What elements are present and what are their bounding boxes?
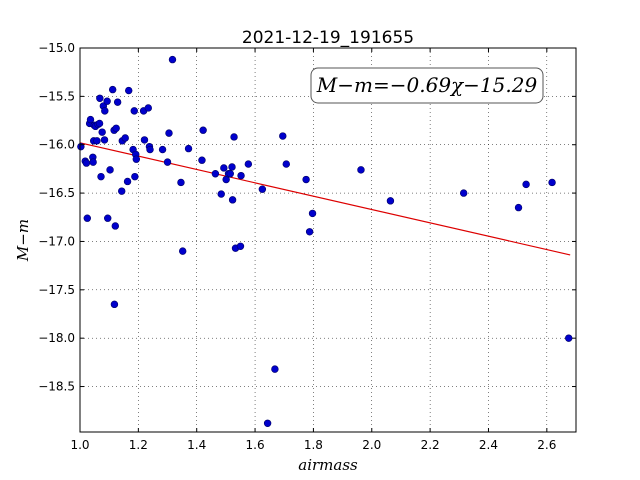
data-point [131,172,139,181]
data-point [199,126,207,134]
data-point [237,171,245,180]
data-point [113,98,122,106]
x-axis-label: airmass [298,456,358,474]
chart-title: 2021-12-19_191655 [242,28,414,48]
data-point [144,104,152,112]
data-point [146,145,154,154]
x-tick-label: 2.2 [421,438,440,452]
data-point [93,137,101,145]
data-point [177,178,185,187]
data-point [121,134,129,142]
y-tick-label: −15.0 [38,41,75,55]
data-point [86,115,95,124]
y-tick-label: −18.0 [38,331,75,345]
data-point [271,365,279,373]
data-point [211,170,220,178]
data-point [236,242,245,250]
data-point [565,334,573,342]
data-point [98,128,106,136]
x-tick-label: 2.6 [537,438,556,452]
data-point [96,94,104,102]
data-point [279,132,287,140]
data-point [130,107,138,115]
x-tick-label: 1.8 [304,438,323,452]
data-point [108,85,117,94]
y-tick-label: −16.0 [38,138,75,152]
data-point [282,160,290,168]
data-point [302,175,310,184]
data-point [244,160,253,168]
data-point [226,170,234,178]
x-tick-label: 1.0 [70,438,89,452]
data-point [228,163,236,171]
y-tick-label: −16.5 [38,186,75,200]
data-point [112,124,120,132]
y-axis-label: M−m [14,219,32,262]
plot-frame [79,47,577,433]
data-point [111,222,120,230]
x-tick-label: 2.0 [362,438,381,452]
data-point [168,55,177,64]
data-point [305,228,314,236]
x-tick-label: 1.6 [246,438,265,452]
data-point [83,214,91,222]
data-point [198,156,206,164]
data-point [263,419,272,427]
data-point [357,166,365,174]
data-point [179,247,187,255]
y-tick-label: −15.5 [38,89,75,103]
fit-line-group [79,142,571,256]
data-point [548,178,556,187]
axis-ticks: 1.0 1.2 1.4 1.6 1.8 2.0 2.2 2.4 2.6 −15.0 −15.5 −16… [38,41,576,452]
data-point [158,145,167,154]
data-point [258,185,267,193]
x-tick-label: 2.4 [479,438,498,452]
data-point [217,190,225,198]
fit-annotation: M−m=−0.69χ−15.29 [310,67,544,104]
data-point [184,144,193,153]
data-point [125,86,133,95]
data-point [459,189,468,197]
data-point [140,136,149,144]
data-point [308,209,317,218]
data-point [165,129,173,137]
y-tick-label: −17.0 [38,234,75,248]
data-point [163,158,172,166]
data-point [95,119,104,128]
data-point [132,155,141,163]
data-point [106,166,114,174]
data-point [89,158,97,166]
fit-annotation-text: M−m=−0.69χ−15.29 [316,73,538,97]
data-point [123,177,132,186]
data-point [230,133,238,141]
data-point [82,159,91,167]
x-tick-label: 1.4 [187,438,206,452]
data-point [103,97,111,105]
data-point [100,136,109,144]
data-point [514,203,523,212]
data-point [97,172,105,181]
y-tick-label: −18.5 [38,380,75,394]
data-point [522,180,530,189]
data-point [110,300,119,309]
data-point [104,214,112,222]
data-point [386,197,395,205]
fit-line [79,142,571,256]
data-point [228,196,237,204]
data-points [77,55,573,427]
data-point [220,164,228,172]
data-point [118,187,126,195]
fit-annotation-box [310,67,544,104]
y-tick-label: −17.5 [38,283,75,297]
data-point [101,107,109,115]
x-tick-label: 1.2 [129,438,148,452]
